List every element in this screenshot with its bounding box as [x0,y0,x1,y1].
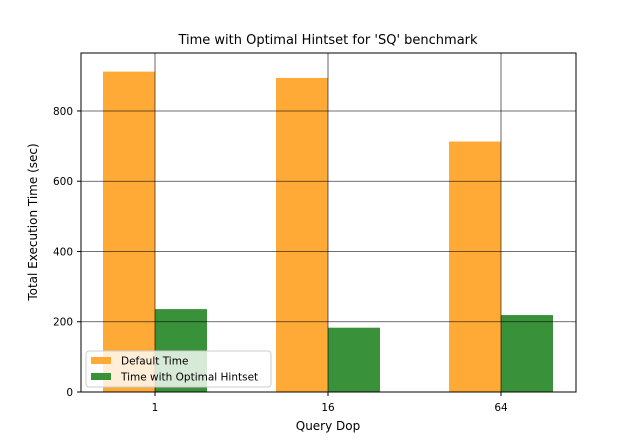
y-tick-label: 200 [53,317,73,329]
chart-title: Time with Optimal Hintset for 'SQ' bench… [177,33,478,48]
x-tick-label: 1 [152,402,159,414]
plot-bars [103,71,553,393]
y-tick-label: 600 [53,176,73,188]
legend-swatch [91,357,111,364]
x-axis: 1 16 64 [152,392,508,414]
y-tick-label: 400 [53,246,73,258]
y-axis: 0 200 400 600 800 [53,106,81,399]
legend-label: Default Time [121,356,188,368]
legend-box [85,350,272,388]
bar-optimal-hintset-dop-16 [328,327,380,392]
bar-default-time-dop-64 [449,141,501,392]
legend: Default Time Time with Optimal Hintset [85,350,272,388]
bar-default-time-dop-1 [103,71,155,392]
y-tick-label: 0 [66,387,73,399]
y-tick-label: 800 [53,106,73,118]
bar-optimal-hintset-dop-64 [501,315,553,392]
legend-swatch [91,373,111,380]
x-tick-label: 64 [494,402,508,414]
x-axis-label: Query Dop [296,419,360,433]
x-tick-label: 16 [321,402,335,414]
plot-gridlines [81,53,576,392]
y-axis-label: Total Execution Time (sec) [26,143,40,301]
legend-label: Time with Optimal Hintset [120,372,258,384]
bar-default-time-dop-16 [276,77,328,393]
